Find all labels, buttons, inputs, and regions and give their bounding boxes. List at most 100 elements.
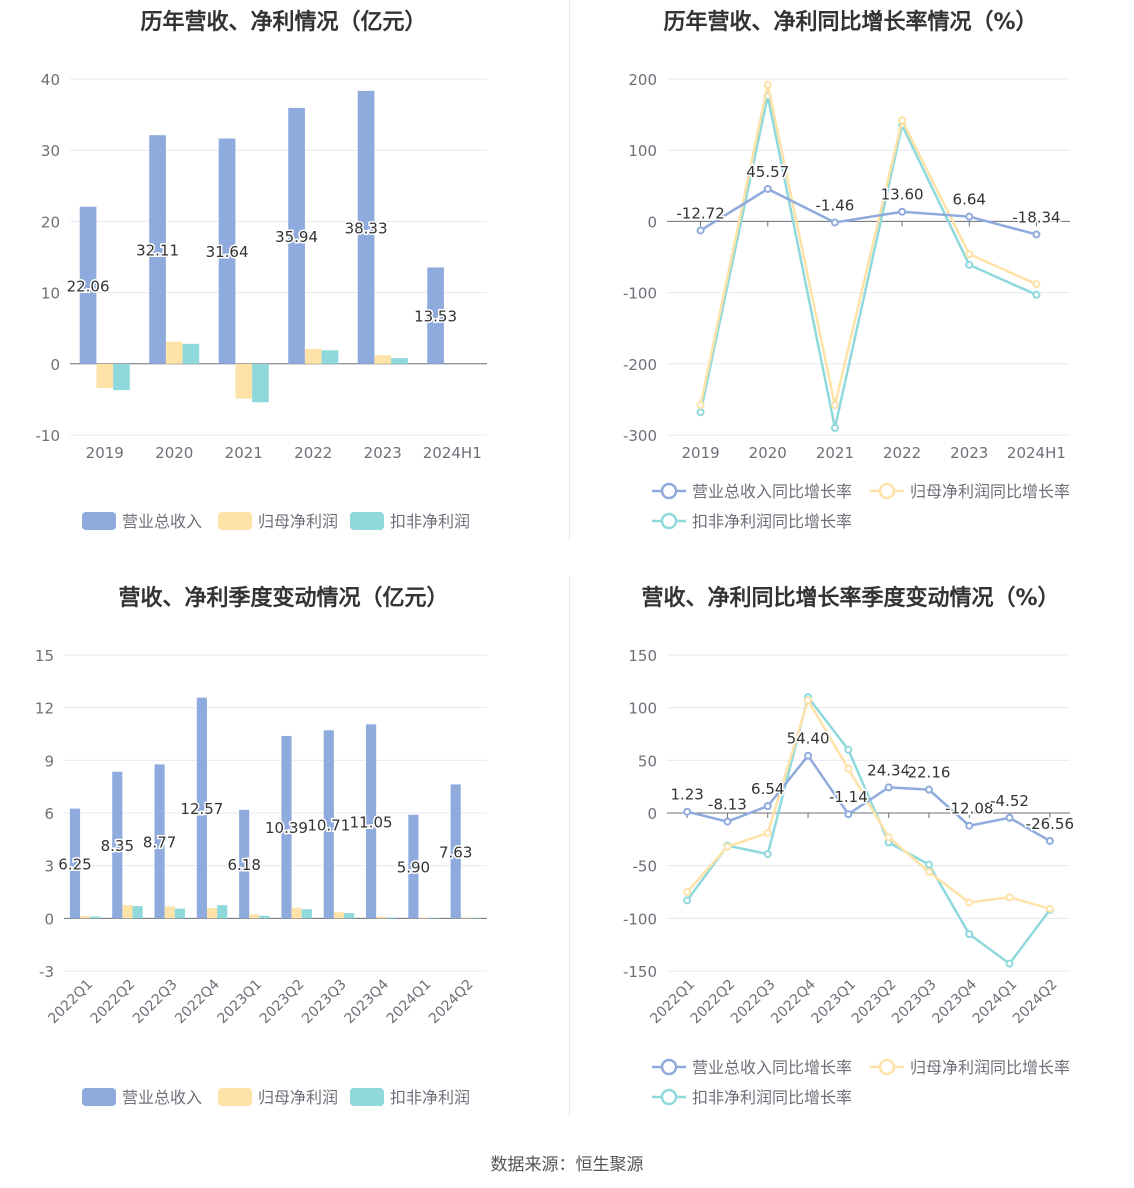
data-label: 10.71 [307,816,350,834]
x-tick-label: 2024Q2 [1010,977,1061,1028]
bar-revenue [154,764,165,919]
y-tick-label: 50 [638,752,657,770]
x-tick-label: 2022 [294,444,332,462]
y-tick-label: 40 [41,71,60,89]
y-tick-label: 10 [41,285,60,303]
data-label: -18.34 [1012,208,1060,226]
bar-revenue [357,90,375,364]
chart-title: 历年营收、净利情况（亿元） [140,10,427,35]
point-parent-profit [683,888,692,896]
legend-marker[interactable] [878,482,896,500]
point-revenue [965,821,974,830]
bar-deducted-profit [174,908,185,919]
point-parent-profit [965,250,974,259]
x-tick-label: 2024Q2 [426,977,477,1028]
legend-swatch[interactable] [82,1088,116,1106]
legend-label: 扣非净利润同比增长率 [692,1088,852,1107]
y-tick-label: 6 [44,805,54,823]
x-tick-label: 2024H1 [1007,444,1066,462]
bar-parent-profit [80,916,91,919]
bar-revenue [112,771,123,919]
y-tick-label: 9 [44,752,54,770]
data-label: 5.90 [397,859,430,877]
point-revenue [763,802,772,811]
legend-swatch[interactable] [218,512,252,530]
point-revenue [924,785,933,794]
bar-deducted-profit [391,358,408,364]
legend-label: 营业总收入 [122,1088,202,1107]
y-tick-label: -10 [36,427,61,445]
x-tick-label: 2023Q4 [341,976,392,1027]
bar-revenue [427,267,444,364]
legend-swatch[interactable] [350,512,384,530]
bar-parent-profit [333,912,345,919]
data-label: 22.16 [907,764,950,782]
point-parent-profit [804,696,813,705]
bar-parent-profit [206,908,218,919]
point-deducted-profit [844,745,853,754]
legend-swatch[interactable] [350,1088,384,1106]
point-revenue [804,751,813,760]
vertical-divider [569,0,570,540]
point-revenue [683,807,692,816]
bar-deducted-profit [90,916,101,919]
legend-marker[interactable] [660,482,678,500]
annual-growth-chart: -300 -200 -100 0 100 200 2019 2020 2021 2022 2023 2… [623,71,1070,531]
point-deducted-profit [830,423,839,432]
quarterly-amount-panel: 营收、净利季度变动情况（亿元） -3 0 3 6 9 12 15 2022Q1 2022Q2 20… [0,576,567,1136]
bar-parent-profit [165,341,183,364]
legend-marker[interactable] [660,1088,678,1106]
point-parent-profit [1032,280,1041,289]
x-tick-label: 2022Q3 [130,977,181,1028]
x-tick-label: 2020 [155,444,193,462]
annual-amount-chart: -10 0 10 20 30 40 2019 2020 2021 2022 2023 2024H1 22… [36,71,487,531]
y-tick-label: 12 [35,700,54,718]
bar-parent-profit [376,916,387,919]
data-label: -8.13 [708,796,747,814]
legend-label: 归母净利润 [258,512,338,531]
line-deducted-profit [686,694,1051,966]
bar-revenue [323,730,334,919]
data-label: 13.60 [881,186,924,204]
bar-parent-profit [122,905,133,919]
bar-parent-profit [304,348,322,364]
legend-label: 扣非净利润 [390,512,470,531]
x-tick-label: 2020 [749,444,787,462]
legend-marker[interactable] [660,512,678,530]
point-revenue [830,218,839,227]
x-tick-label: 2022 [883,444,921,462]
chart-title: 营收、净利同比增长率季度变动情况（%） [641,586,1060,611]
y-tick-label: 20 [41,213,60,231]
point-parent-profit [1045,904,1054,913]
y-tick-label: 0 [44,910,54,928]
data-label: 22.06 [67,277,110,295]
y-tick-label: -3 [39,963,54,981]
bar-deducted-profit [217,905,228,919]
data-label: 6.54 [751,780,784,798]
x-tick-label: 2019 [681,444,719,462]
point-parent-profit [830,401,839,410]
bar-parent-profit [164,906,175,919]
line-deducted-profit [699,95,1037,429]
legend-swatch[interactable] [218,1088,252,1106]
x-tick-label: 2023Q3 [299,977,350,1028]
bar-parent-profit [374,355,392,364]
bar-parent-profit [235,363,253,399]
point-parent-profit [844,764,853,773]
point-parent-profit [696,401,705,410]
legend-marker[interactable] [878,1058,896,1076]
point-deducted-profit [696,408,705,417]
quarterly-amount-chart: -3 0 3 6 9 12 15 2022Q12022Q22022Q32022Q42023Q1… [35,647,487,1107]
point-revenue [1032,230,1041,239]
point-parent-profit [898,116,907,125]
data-label: 10.39 [265,819,308,837]
bar-deducted-profit [252,363,269,403]
bar-deducted-profit [386,917,397,919]
bar-deducted-profit [321,350,339,364]
x-tick-label: 2023Q2 [257,977,308,1028]
point-revenue [898,207,907,216]
legend-swatch[interactable] [82,512,116,530]
y-tick-label: -300 [623,427,657,445]
legend-marker[interactable] [660,1058,678,1076]
point-parent-profit [1005,893,1014,902]
